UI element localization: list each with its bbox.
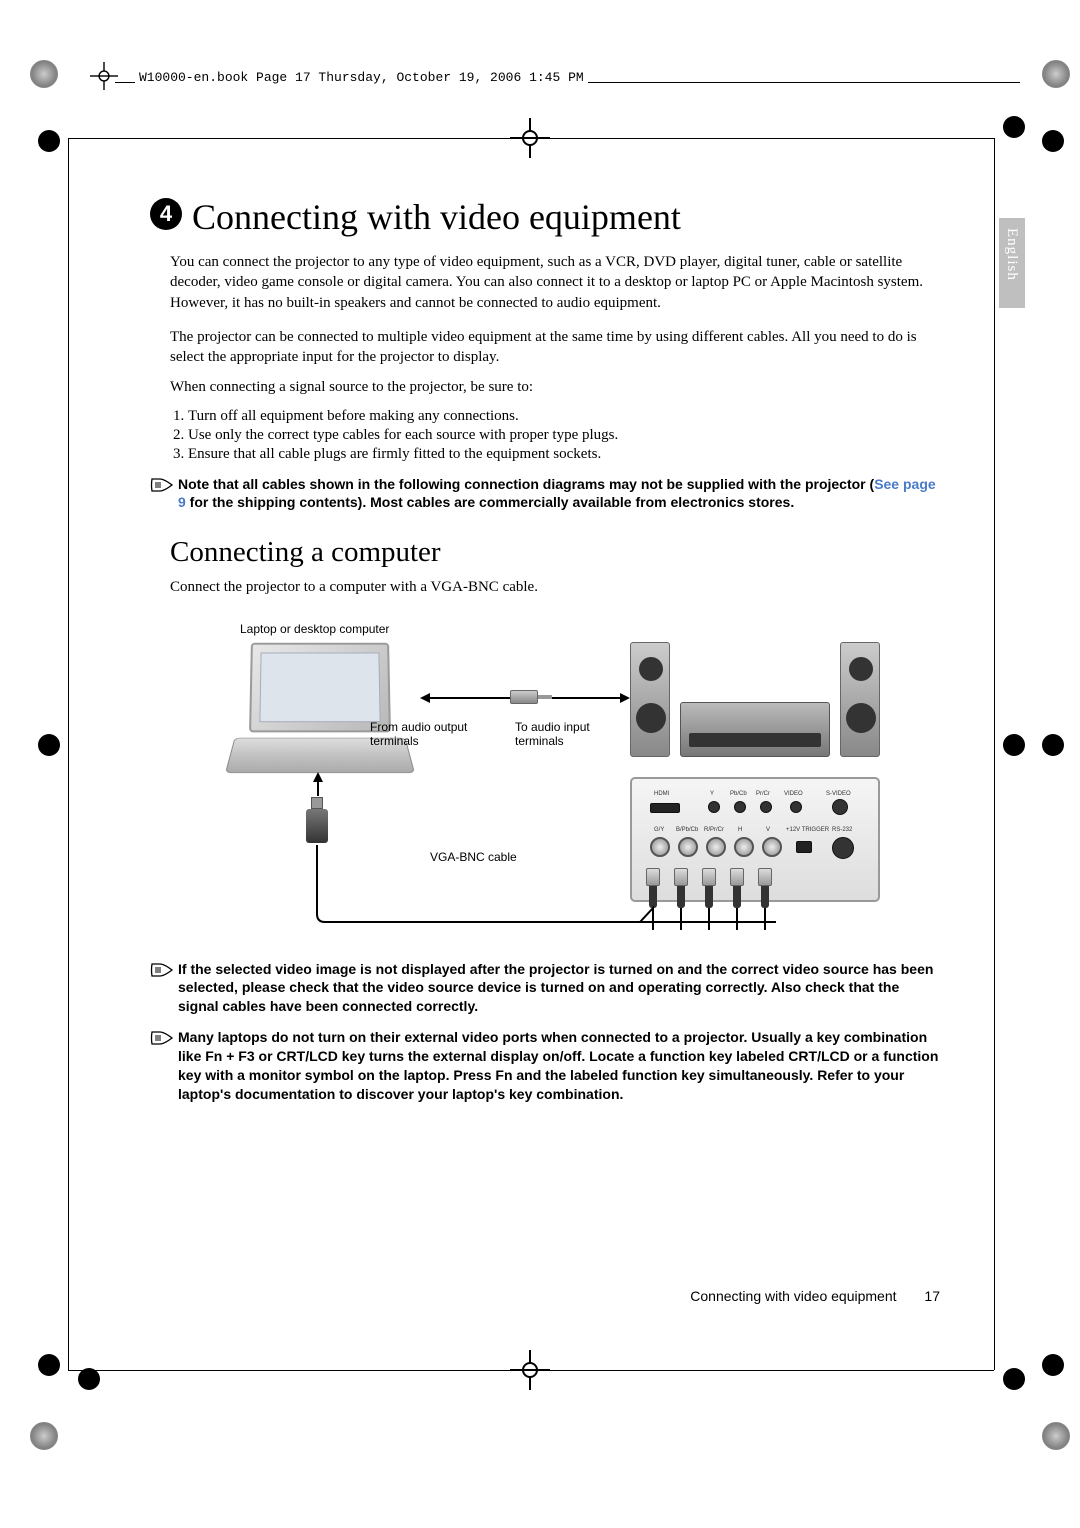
note-block: Note that all cables shown in the follow… bbox=[150, 475, 940, 513]
section-number-badge: 4 bbox=[150, 198, 182, 230]
intro-paragraph: The projector can be connected to multip… bbox=[170, 327, 940, 368]
list-item: Turn off all equipment before making any… bbox=[188, 408, 940, 425]
intro-paragraph: You can connect the projector to any typ… bbox=[170, 252, 940, 313]
crop-ornament bbox=[1042, 1422, 1070, 1450]
page-number: 17 bbox=[924, 1288, 940, 1304]
crop-dot bbox=[1042, 734, 1064, 756]
note-icon bbox=[150, 476, 178, 499]
note-text: Note that all cables shown in the follow… bbox=[178, 475, 940, 513]
steps-list: Turn off all equipment before making any… bbox=[170, 408, 940, 463]
crop-dot bbox=[1003, 1368, 1025, 1390]
page-footer: Connecting with video equipment 17 bbox=[170, 1288, 940, 1304]
note-icon bbox=[150, 1029, 178, 1052]
footer-text: Connecting with video equipment bbox=[690, 1288, 896, 1304]
crop-dot bbox=[1042, 130, 1064, 152]
note-text: If the selected video image is not displ… bbox=[178, 960, 940, 1017]
section-title: Connecting with video equipment bbox=[192, 197, 681, 237]
list-item: Ensure that all cable plugs are firmly f… bbox=[188, 446, 940, 463]
connection-diagram: Laptop or desktop computer From audio ou… bbox=[170, 612, 940, 932]
crop-ornament bbox=[1042, 60, 1070, 88]
note-block: If the selected video image is not displ… bbox=[150, 960, 940, 1017]
crop-dot bbox=[38, 1354, 60, 1376]
crop-dot bbox=[38, 130, 60, 152]
print-meta: W10000-en.book Page 17 Thursday, October… bbox=[135, 70, 588, 85]
intro-paragraph: When connecting a signal source to the p… bbox=[170, 377, 940, 397]
note-text: Many laptops do not turn on their extern… bbox=[178, 1028, 940, 1104]
crop-line bbox=[68, 138, 994, 139]
language-tab-label: English bbox=[1003, 228, 1020, 281]
crop-dot bbox=[38, 734, 60, 756]
crop-dot bbox=[1042, 1354, 1064, 1376]
crop-dot bbox=[1003, 734, 1025, 756]
crop-line bbox=[68, 1370, 994, 1371]
crop-dot bbox=[78, 1368, 100, 1390]
note-block: Many laptops do not turn on their extern… bbox=[150, 1028, 940, 1104]
crop-line bbox=[994, 138, 995, 1370]
subsection-title: Connecting a computer bbox=[170, 536, 940, 569]
note-icon bbox=[150, 961, 178, 984]
cable-path-icon bbox=[170, 612, 940, 932]
crop-ornament bbox=[30, 60, 58, 88]
crop-ornament bbox=[30, 1422, 58, 1450]
page-content: 4 Connecting with video equipment You ca… bbox=[170, 196, 940, 1104]
list-item: Use only the correct type cables for eac… bbox=[188, 427, 940, 444]
language-tab: English bbox=[999, 218, 1025, 308]
diagram-label-cable: VGA-BNC cable bbox=[430, 850, 517, 864]
crop-dot bbox=[1003, 116, 1025, 138]
crop-line bbox=[68, 138, 69, 1370]
subsection-intro: Connect the projector to a computer with… bbox=[170, 577, 940, 597]
